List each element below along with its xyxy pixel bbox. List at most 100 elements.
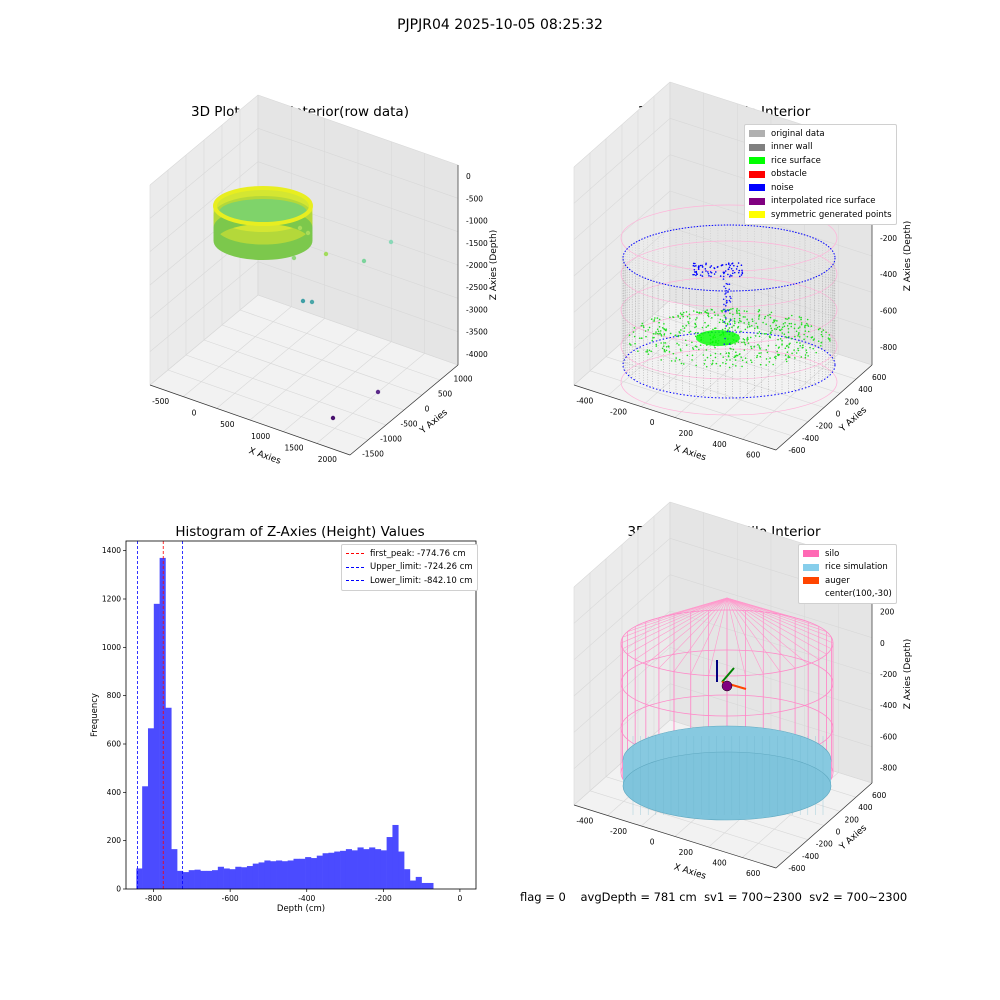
rice-surface-point [746, 338, 748, 340]
rice-surface-point [794, 357, 796, 359]
rice-surface-point [688, 313, 691, 316]
x-tick-label: 0 [458, 894, 463, 903]
rice-surface-point [804, 330, 807, 332]
noise-point [710, 265, 713, 267]
legend-swatch [749, 170, 765, 178]
noise-point [722, 298, 725, 301]
noise-point [716, 266, 719, 268]
rice-surface-point [758, 346, 761, 349]
rice-surface-point [675, 357, 677, 359]
rice-surface-point [810, 325, 813, 327]
rice-surface-point [767, 314, 769, 317]
rice-surface-point [732, 363, 734, 366]
rice-surface-point [769, 325, 772, 327]
histogram-bar [235, 866, 242, 889]
noise-point [695, 272, 698, 275]
noise-point [725, 292, 727, 294]
histogram-bar [142, 786, 149, 889]
noise-point [723, 271, 726, 274]
noise-point [697, 268, 700, 270]
legend-item: center(100,-30) [803, 588, 892, 602]
noise-point [721, 264, 723, 266]
rice-surface-point [820, 333, 823, 336]
x-axis-line [149, 384, 351, 456]
rice-surface-point [680, 329, 682, 331]
rice-surface-point [736, 312, 738, 315]
rice-surface-point [742, 316, 745, 318]
noise-point [728, 343, 731, 345]
rice-surface-point [722, 356, 725, 358]
rice-surface-point [807, 330, 810, 333]
y-tick-label: 400 [858, 385, 873, 394]
rice-surface-point [782, 323, 785, 325]
z-tick-label: -600 [880, 732, 897, 741]
histogram-bar [334, 851, 341, 889]
noise-point [737, 262, 740, 264]
z-tick-label: 0 [466, 172, 471, 181]
rice-surface-point [736, 310, 738, 313]
rice-surface-point [805, 351, 808, 354]
rice-surface-point [680, 313, 683, 316]
rice-surface-point [705, 349, 708, 351]
simulation-marks [620, 597, 834, 821]
rice-surface-point [769, 357, 771, 359]
noise-point [725, 295, 728, 298]
rice-surface-point [648, 326, 651, 329]
rice-surface-point [722, 361, 724, 364]
rice-surface-point [746, 326, 749, 328]
noise-point [704, 268, 707, 270]
rice-surface-point [689, 330, 692, 333]
rice-surface-point [750, 347, 753, 350]
rice-surface-point [705, 365, 708, 368]
y-tick-label: 600 [107, 740, 122, 749]
rice-surface-point [806, 322, 808, 325]
rice-surface-point [734, 359, 737, 361]
y-axis-line [775, 782, 873, 869]
x-tick-label: -600 [222, 894, 239, 903]
legend-item: obstacle [749, 168, 892, 182]
rice-surface-point [779, 338, 782, 340]
rice-surface-point [743, 310, 746, 312]
rice-surface-point [642, 326, 645, 328]
raw-point [300, 298, 306, 304]
sv2-text: sv2 = 700~2300 [809, 890, 908, 904]
rice-surface-point [788, 356, 791, 358]
rice-surface-point [663, 342, 665, 344]
rice-surface-point [748, 325, 751, 328]
rice-surface-point [773, 320, 776, 323]
rice-surface-point [721, 319, 724, 322]
rice-surface-point [734, 343, 736, 345]
z-tick-label: -400 [880, 270, 897, 279]
rice-surface-point [663, 350, 666, 352]
rice-surface-point [812, 339, 815, 341]
rice-surface-point [645, 350, 647, 353]
rice-surface-point [714, 346, 716, 349]
rice-surface-point [803, 338, 805, 341]
legend-item: rice simulation [803, 561, 892, 575]
rice-surface-point [800, 322, 803, 324]
rice-surface-point [804, 356, 807, 359]
rice-surface-point [764, 315, 767, 318]
histogram-bar [404, 869, 411, 889]
rice-surface-point [771, 329, 773, 332]
rice-surface-point [655, 331, 657, 333]
rice-surface-point [660, 359, 663, 361]
noise-point [727, 291, 729, 293]
noise-point [701, 266, 704, 268]
x-axis-line [573, 384, 777, 451]
z-tick-label: -500 [466, 194, 483, 203]
rice-surface-point [738, 353, 741, 356]
z-tick-label: -4000 [466, 350, 488, 359]
rice-surface-point [828, 334, 831, 336]
z-tick-label: -400 [880, 701, 897, 710]
rice-surface-point [696, 311, 698, 313]
rice-surface-point [692, 348, 695, 350]
histogram-bar [212, 870, 219, 889]
rice-surface-point [725, 362, 727, 365]
rice-surface-point [757, 318, 760, 320]
rice-surface-point [654, 333, 656, 335]
rice-surface-point [652, 332, 655, 335]
grid-line [239, 309, 441, 381]
center-marker [721, 680, 733, 692]
